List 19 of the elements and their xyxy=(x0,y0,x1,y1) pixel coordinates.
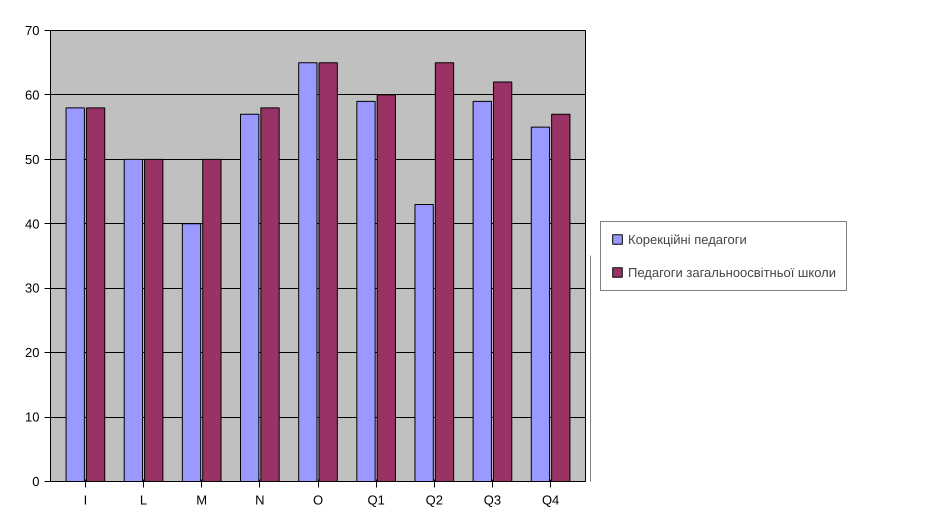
x-tick-label: Q3 xyxy=(484,492,502,508)
legend-label: Корекційні педагоги xyxy=(628,232,747,246)
y-tick-label: 50 xyxy=(25,152,40,167)
y-tick-label: 60 xyxy=(25,87,40,102)
y-tick-label: 20 xyxy=(25,345,40,360)
x-tick-label: L xyxy=(140,492,148,508)
y-tick-label: 0 xyxy=(32,474,40,489)
x-tick-label: Q2 xyxy=(426,492,443,508)
x-tick-label: I xyxy=(84,492,88,508)
x-tick-label: Q1 xyxy=(367,492,385,508)
legend-label: Педагоги загальноосвітньої школи xyxy=(628,264,836,280)
x-tick-label: M xyxy=(196,492,208,508)
y-tick-label: 70 xyxy=(25,23,40,38)
x-tick-label: N xyxy=(255,492,265,508)
y-tick-label: 10 xyxy=(25,410,40,425)
y-tick-label: 40 xyxy=(25,216,40,232)
y-tick-label: 30 xyxy=(25,280,40,296)
x-tick-label: O xyxy=(312,492,324,508)
x-tick-label: Q4 xyxy=(542,492,560,508)
